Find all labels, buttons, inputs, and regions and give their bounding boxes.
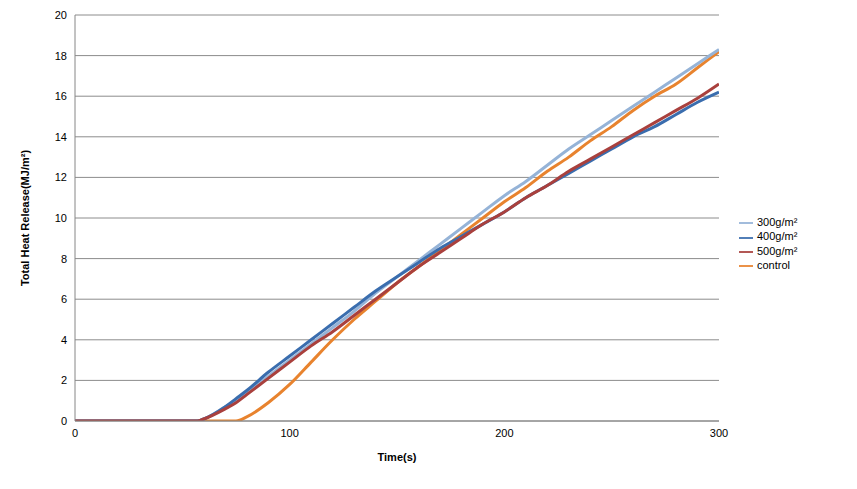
svg-text:6: 6 xyxy=(61,293,67,305)
svg-text:20: 20 xyxy=(55,9,67,21)
html-text:control: control xyxy=(757,258,790,271)
svg-text:Time(s): Time(s) xyxy=(378,451,417,463)
svg-text:2: 2 xyxy=(61,374,67,386)
svg-text:12: 12 xyxy=(55,171,67,183)
svg-text:14: 14 xyxy=(55,131,67,143)
svg-text:100: 100 xyxy=(280,427,298,439)
svg-text:0: 0 xyxy=(61,415,67,427)
svg-text:300: 300 xyxy=(710,427,728,439)
svg-text:10: 10 xyxy=(55,212,67,224)
html-text:300g/m²: 300g/m² xyxy=(757,216,798,229)
svg-text:4: 4 xyxy=(61,334,67,346)
svg-text:0: 0 xyxy=(72,427,78,439)
svg-text:Total Heat Release(MJ/m²): Total Heat Release(MJ/m²) xyxy=(19,150,31,286)
html-text:500g/m²: 500g/m² xyxy=(757,244,798,257)
html-text:400g/m²: 400g/m² xyxy=(757,230,798,243)
svg-text:16: 16 xyxy=(55,90,67,102)
svg-text:18: 18 xyxy=(55,50,67,62)
svg-text:200: 200 xyxy=(495,427,513,439)
svg-text:8: 8 xyxy=(61,253,67,265)
